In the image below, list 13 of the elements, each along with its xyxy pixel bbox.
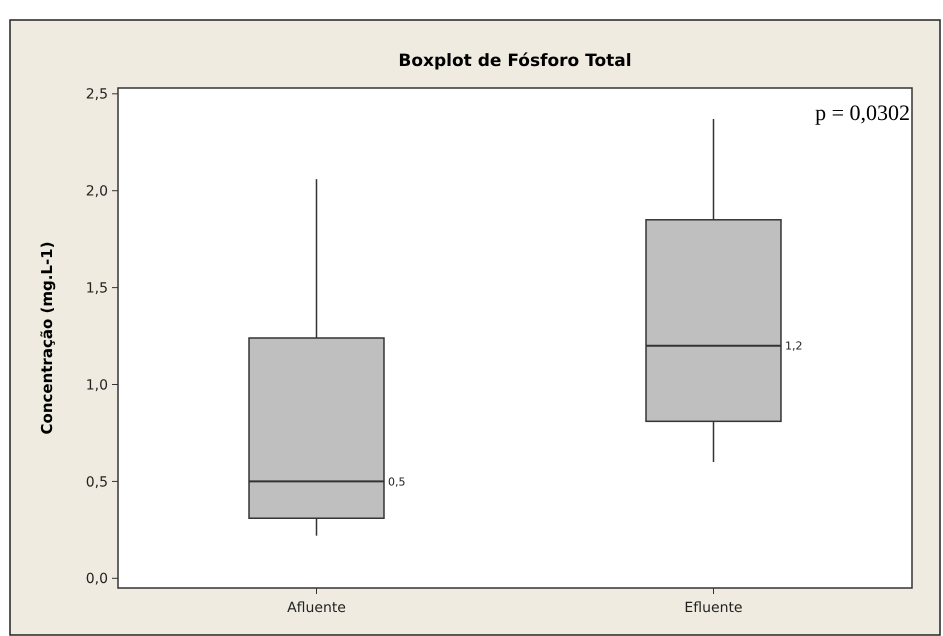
y-tick-label: 0,5	[86, 474, 108, 490]
y-tick-label: 2,0	[86, 184, 108, 200]
annotation: p = 0,0302	[815, 100, 910, 125]
y-tick-label: 1,5	[86, 280, 108, 297]
x-tick-label: Efluente	[684, 600, 743, 616]
annotation: 1,2	[784, 340, 802, 353]
annotation: 0,5	[388, 475, 406, 488]
x-tick-label: Afluente	[287, 600, 346, 616]
chart-title: Boxplot de Fósforo Total	[398, 51, 632, 71]
y-tick-label: 0,0	[86, 571, 108, 588]
y-axis-title: Concentração (mg.L-1)	[38, 242, 56, 434]
y-tick-label: 2,5	[86, 86, 108, 103]
y-tick-label: 1,0	[86, 377, 108, 394]
